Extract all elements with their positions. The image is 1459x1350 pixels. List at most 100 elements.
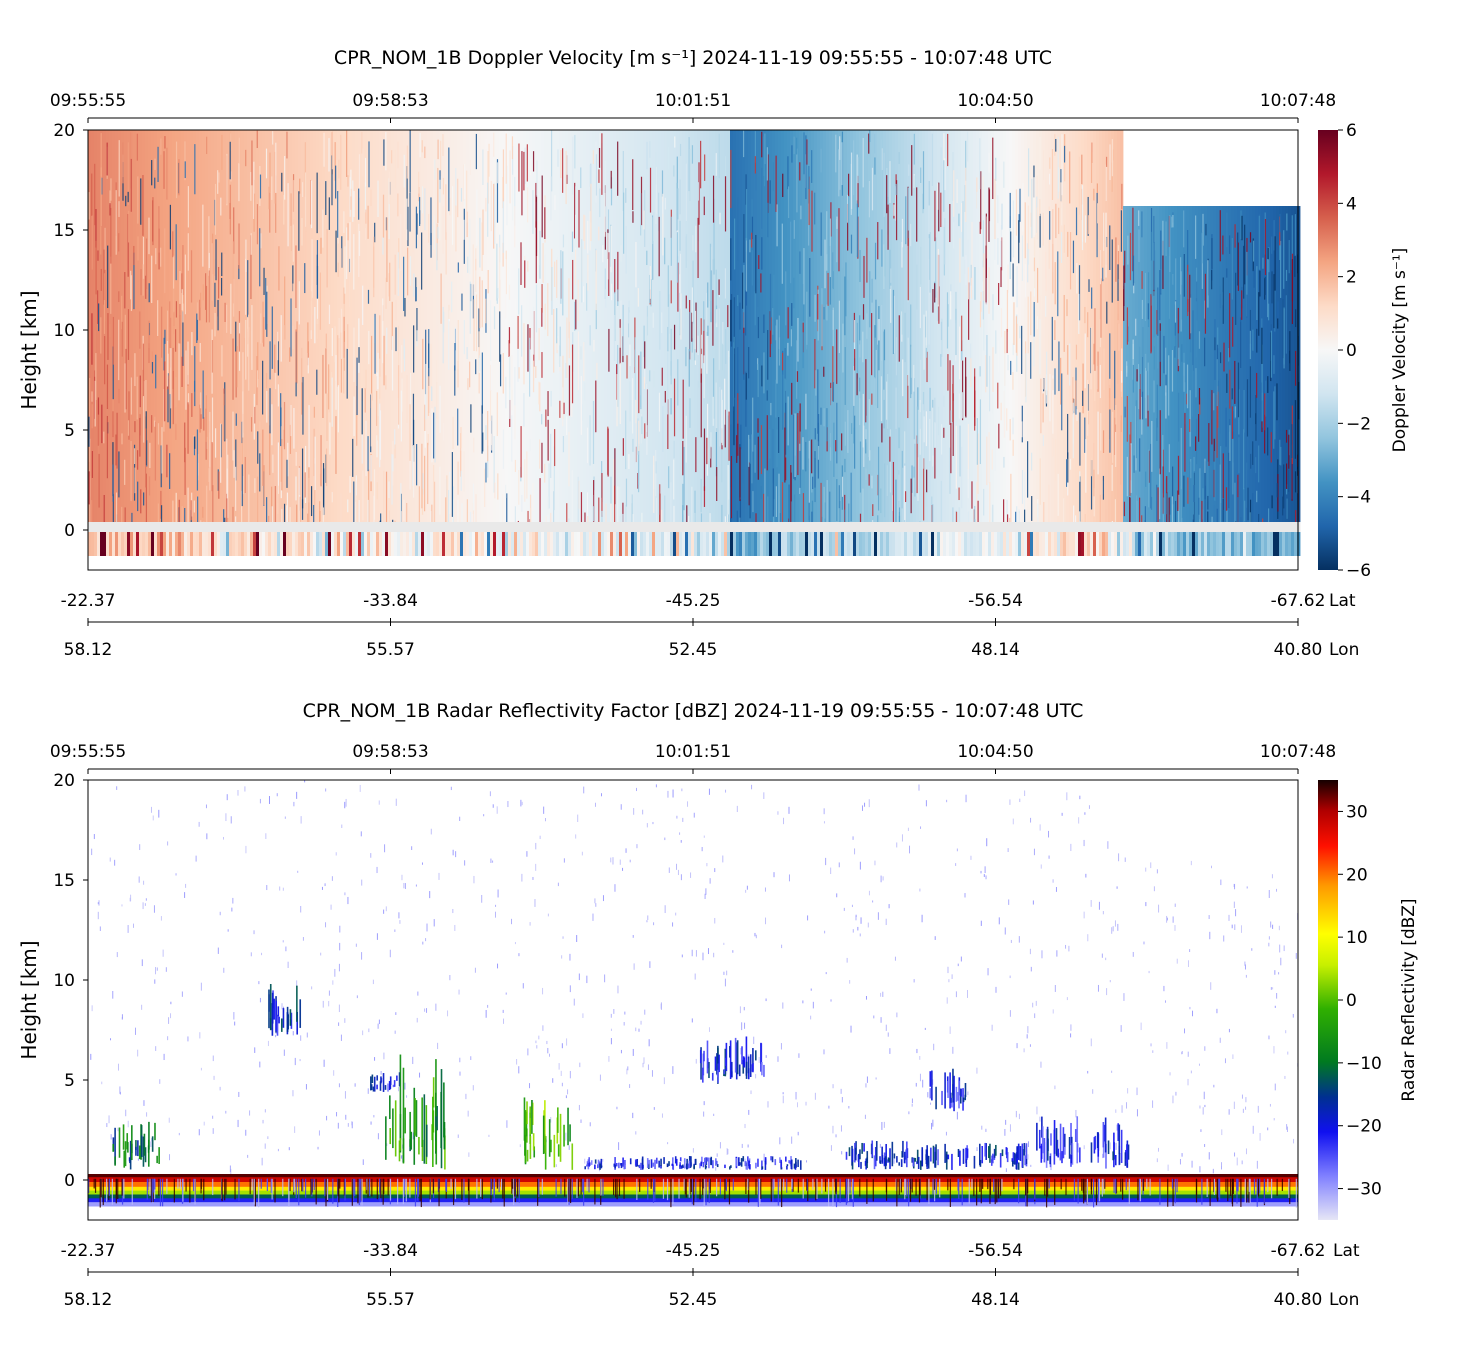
noise-pixel: [984, 866, 986, 874]
noise-pixel: [782, 1092, 784, 1095]
velocity-streak: [172, 347, 174, 390]
surface-row: [1255, 522, 1259, 532]
noise-pixel: [1056, 950, 1058, 957]
velocity-streak: [586, 427, 589, 464]
surface-row: [1108, 522, 1112, 532]
surface-row: [226, 522, 230, 532]
velocity-streak: [524, 147, 526, 185]
velocity-streak: [439, 385, 441, 433]
doppler-surface-band: [88, 522, 1301, 556]
velocity-streak: [152, 200, 154, 242]
below-surface-column: [328, 532, 332, 556]
velocity-streak: [1033, 307, 1035, 367]
velocity-streak: [337, 335, 339, 387]
velocity-streak: [461, 503, 463, 522]
velocity-column: [751, 130, 755, 522]
velocity-streak: [248, 327, 250, 391]
noise-pixel: [412, 1056, 414, 1065]
velocity-streak: [242, 352, 244, 414]
velocity-streak: [913, 133, 915, 165]
velocity-streak: [149, 442, 151, 469]
velocity-streak: [1133, 455, 1135, 473]
velocity-streak: [881, 423, 883, 443]
velocity-streak: [722, 321, 724, 345]
noise-pixel: [1234, 1152, 1236, 1157]
velocity-streak: [254, 406, 256, 424]
noise-pixel: [419, 1072, 421, 1078]
velocity-streak: [934, 283, 936, 303]
noise-pixel: [505, 992, 507, 995]
noise-pixel: [661, 1113, 663, 1118]
velocity-streak: [617, 251, 619, 302]
velocity-streak: [211, 340, 214, 373]
velocity-streak: [1132, 364, 1134, 393]
velocity-streak: [1028, 148, 1030, 197]
noise-pixel: [332, 980, 334, 985]
below-surface-column: [520, 532, 524, 556]
noise-pixel: [885, 1024, 887, 1031]
noise-pixel: [542, 1025, 544, 1031]
noise-pixel: [911, 1098, 913, 1104]
velocity-streak: [784, 427, 786, 483]
velocity-streak: [193, 435, 195, 456]
noise-pixel: [361, 879, 363, 886]
panel-2-plot-area: [87, 779, 1299, 1221]
velocity-streak: [667, 326, 669, 352]
velocity-streak: [580, 492, 583, 522]
velocity-streak: [431, 408, 433, 463]
velocity-streak: [475, 359, 477, 375]
noise-pixel: [1005, 1119, 1007, 1125]
velocity-streak: [757, 364, 759, 398]
velocity-streak: [1109, 144, 1111, 181]
noise-pixel: [245, 845, 247, 854]
surface-row: [535, 522, 539, 532]
velocity-streak: [377, 352, 379, 417]
velocity-streak: [199, 292, 202, 308]
velocity-streak: [275, 175, 277, 233]
surface-row: [604, 522, 608, 532]
below-surface-column: [1291, 532, 1295, 556]
velocity-streak: [980, 292, 982, 312]
velocity-streak: [967, 267, 969, 300]
surface-row: [1048, 522, 1052, 532]
velocity-streak: [277, 331, 279, 361]
below-surface-column: [574, 532, 578, 556]
below-surface-column: [358, 532, 362, 556]
below-surface-column: [634, 532, 638, 556]
velocity-streak: [281, 438, 283, 491]
below-surface-column: [655, 532, 659, 556]
noise-pixel: [259, 798, 261, 804]
velocity-streak: [1249, 499, 1252, 522]
velocity-streak: [724, 176, 727, 232]
velocity-streak: [695, 437, 697, 473]
velocity-streak: [1105, 156, 1108, 167]
velocity-streak: [646, 250, 648, 266]
noise-pixel: [726, 970, 728, 976]
velocity-streak: [727, 350, 730, 416]
panel-1-colorbar-label: Doppler Velocity [m s⁻¹]: [1390, 248, 1410, 453]
velocity-streak: [533, 306, 535, 355]
velocity-streak: [913, 174, 915, 189]
velocity-streak: [583, 214, 585, 242]
velocity-streak: [1219, 210, 1221, 262]
velocity-streak: [1228, 452, 1230, 509]
velocity-streak: [943, 427, 945, 438]
surface-row: [121, 522, 125, 532]
velocity-streak: [235, 321, 237, 352]
velocity-streak: [775, 155, 777, 212]
velocity-streak: [155, 248, 157, 265]
noise-pixel: [873, 1015, 875, 1019]
velocity-streak: [298, 191, 300, 251]
velocity-streak: [811, 511, 813, 522]
noise-pixel: [755, 1073, 757, 1079]
surface-row: [88, 522, 92, 532]
velocity-streak: [769, 311, 771, 358]
velocity-streak: [971, 481, 973, 509]
velocity-streak: [482, 149, 484, 186]
noise-pixel: [1191, 1160, 1193, 1168]
velocity-streak: [605, 206, 607, 232]
noise-pixel: [535, 1040, 537, 1044]
velocity-streak: [544, 303, 546, 330]
surface-row: [1267, 522, 1271, 532]
velocity-streak: [427, 433, 429, 446]
